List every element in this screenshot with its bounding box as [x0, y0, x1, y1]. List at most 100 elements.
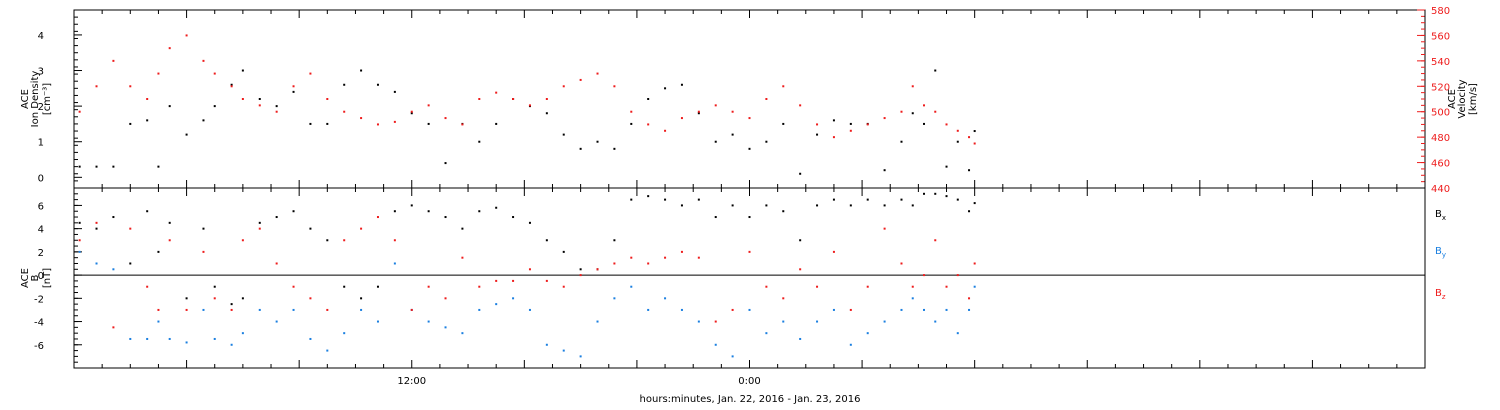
- b-by-point: [461, 332, 464, 335]
- b-bx-point: [275, 216, 278, 219]
- b-bz-point: [292, 285, 295, 288]
- density-tick-label: 2: [38, 102, 44, 113]
- b-by-point: [241, 332, 244, 335]
- b-by-point: [680, 308, 683, 311]
- b-bx-point: [241, 297, 244, 300]
- velocity-point: [731, 110, 734, 113]
- velocity-point: [911, 85, 914, 88]
- b-by-point: [444, 326, 447, 329]
- magnetic-field-points: [78, 192, 976, 358]
- density-point: [230, 83, 233, 86]
- b-bx-point: [562, 250, 565, 253]
- density-point: [78, 165, 81, 168]
- b-bz-point: [923, 274, 926, 277]
- b-by-point: [613, 297, 616, 300]
- b-bz-point: [230, 308, 233, 311]
- b-bx-point: [748, 216, 751, 219]
- b-bz-point: [596, 268, 599, 271]
- b-axis-label-line-1: ACE: [20, 268, 31, 288]
- b-bz-point: [697, 256, 700, 259]
- ion-density-velocity-panel: 0 1 2 3 4 440 460 480 500 520 540 560 580 ACE Ion D…: [20, 6, 1479, 195]
- b-bz-point: [714, 320, 717, 323]
- velocity-point: [816, 123, 819, 126]
- density-point: [241, 69, 244, 72]
- b-by-point: [866, 332, 869, 335]
- velocity-tick-label: 540: [1431, 57, 1450, 68]
- b-bx-point: [129, 262, 132, 265]
- b-bx-point: [202, 227, 205, 230]
- density-point: [202, 119, 205, 122]
- b-tick-label: -6: [34, 341, 44, 352]
- velocity-point: [168, 47, 171, 50]
- density-axis-label-line-3: [cm⁻³]: [42, 83, 53, 115]
- velocity-point: [545, 98, 548, 100]
- b-by-point: [376, 320, 379, 323]
- b-by-point: [923, 308, 926, 311]
- velocity-point: [78, 110, 81, 113]
- b-by-point: [185, 341, 188, 344]
- density-point: [911, 112, 914, 115]
- b-bx-point: [579, 268, 582, 271]
- b-bz-point: [799, 268, 802, 271]
- density-point: [596, 140, 599, 143]
- b-by-point: [748, 308, 751, 311]
- b-bx-point: [866, 198, 869, 201]
- velocity-point: [849, 129, 852, 132]
- b-bx-point: [664, 198, 667, 201]
- density-point: [444, 162, 447, 165]
- b-bx-point: [680, 204, 683, 207]
- b-bx-point: [168, 221, 171, 224]
- b-bz-point: [410, 308, 413, 311]
- b-bz-point: [782, 297, 785, 300]
- b-bz-point: [765, 285, 768, 288]
- velocity-point: [393, 120, 396, 123]
- b-by-point: [799, 337, 802, 340]
- b-by-point: [326, 349, 329, 352]
- b-bx-point: [78, 221, 81, 224]
- density-point: [157, 165, 160, 168]
- density-point: [146, 119, 149, 122]
- velocity-point: [680, 117, 683, 120]
- velocity-point: [968, 136, 971, 139]
- velocity-point: [714, 104, 717, 107]
- b-bz-point: [731, 308, 734, 311]
- time-tick-labels: 12:00 0:00: [73, 10, 1426, 387]
- velocity-tick-label: 560: [1431, 31, 1450, 42]
- b-by-point: [202, 308, 205, 311]
- b-bx-point: [832, 198, 835, 201]
- b-bz-point: [613, 262, 616, 265]
- b-bx-point: [816, 204, 819, 207]
- density-tick-label: 3: [38, 67, 44, 78]
- b-by-point: [393, 262, 396, 265]
- b-axis-label-line-3: [nT]: [42, 268, 53, 288]
- b-bx-point: [968, 210, 971, 213]
- velocity-point: [360, 117, 363, 120]
- b-bx-point: [185, 297, 188, 300]
- velocity-point: [146, 98, 149, 100]
- velocity-point: [782, 85, 785, 88]
- b-bx-point: [849, 204, 852, 207]
- velocity-point: [799, 104, 802, 107]
- density-point: [973, 130, 976, 133]
- velocity-point: [613, 85, 616, 88]
- legend-by: By: [1435, 246, 1446, 259]
- b-by-point: [213, 337, 216, 340]
- velocity-points: [78, 34, 976, 145]
- b-by-point: [630, 285, 633, 288]
- b-by-point: [945, 308, 948, 311]
- velocity-point: [157, 72, 160, 75]
- b-by-point: [129, 337, 132, 340]
- b-bz-point: [816, 285, 819, 288]
- b-by-point: [832, 308, 835, 311]
- b-bx-point: [309, 227, 312, 230]
- density-point: [579, 147, 582, 150]
- b-bx-point: [973, 202, 976, 205]
- velocity-point: [528, 104, 531, 107]
- b-bz-point: [545, 279, 548, 282]
- b-bz-point: [945, 285, 948, 288]
- velocity-point: [95, 85, 98, 88]
- b-bz-point: [664, 256, 667, 259]
- velocity-point: [129, 85, 132, 88]
- top-panel-left-ticks: 0 1 2 3 4: [38, 31, 82, 184]
- b-bx-point: [799, 239, 802, 242]
